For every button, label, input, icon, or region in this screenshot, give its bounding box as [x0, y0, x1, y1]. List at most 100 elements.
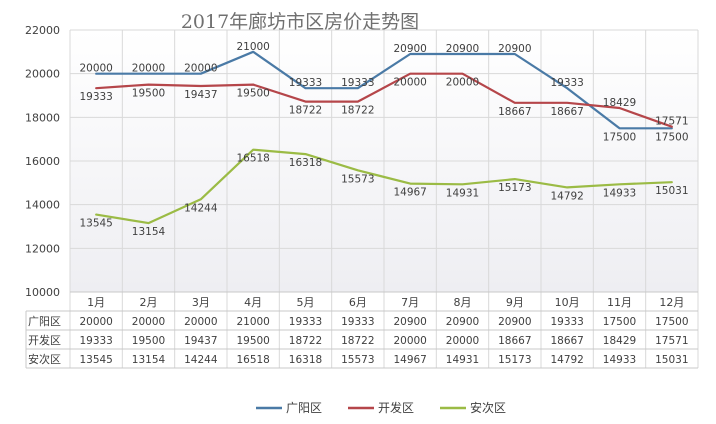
x-tick-label: 9月 [506, 296, 524, 309]
table-cell: 19333 [341, 316, 374, 328]
table-cell: 20900 [446, 316, 479, 328]
table-cell: 15573 [341, 354, 374, 366]
x-tick-label: 5月 [297, 296, 315, 309]
table-cell: 19333 [289, 316, 322, 328]
data-label: 20000 [79, 63, 112, 75]
data-label: 20000 [393, 77, 426, 89]
table-cell: 19437 [184, 335, 217, 347]
data-label: 20900 [498, 43, 531, 55]
table-cell: 20000 [393, 335, 426, 347]
legend: 广阳区 开发区 安次区 [256, 400, 506, 415]
y-tick-label: 22000 [25, 24, 60, 37]
series-line [95, 72, 673, 128]
table-cell: 14933 [603, 354, 636, 366]
data-label: 14933 [603, 187, 636, 199]
data-label: 14792 [550, 190, 583, 202]
data-label: 14931 [446, 187, 479, 199]
data-label: 20000 [446, 77, 479, 89]
data-label: 20900 [446, 43, 479, 55]
legend-label: 安次区 [470, 400, 506, 415]
data-label: 19333 [341, 77, 374, 89]
data-label: 15031 [655, 185, 688, 197]
table-cell: 17500 [603, 316, 636, 328]
data-label: 18722 [289, 105, 322, 117]
y-tick-label: 16000 [25, 155, 60, 168]
table-cell: 15173 [498, 354, 531, 366]
x-tick-label: 8月 [454, 296, 472, 309]
x-tick-label: 7月 [401, 296, 419, 309]
table-cell: 17500 [655, 316, 688, 328]
data-label: 18429 [603, 97, 636, 109]
table-cell: 18722 [341, 335, 374, 347]
chart-title: 2017年廊坊市区房价走势图 [181, 11, 419, 33]
table-cell: 20900 [393, 316, 426, 328]
data-label: 19333 [289, 77, 322, 89]
y-tick-label: 12000 [25, 242, 60, 255]
data-label: 15173 [498, 182, 531, 194]
x-tick-label: 6月 [349, 296, 367, 309]
table-row-header: 广阳区 [28, 315, 61, 328]
data-label: 20900 [393, 43, 426, 55]
table-cell: 20000 [79, 316, 112, 328]
x-tick-label: 12月 [659, 296, 684, 309]
y-axis-ticks: 10000 12000 14000 16000 18000 20000 22000 [25, 24, 60, 299]
x-tick-label: 10月 [555, 296, 580, 309]
table-cell: 18429 [603, 335, 636, 347]
data-label: 19500 [236, 88, 269, 100]
table-cell: 19500 [236, 335, 269, 347]
y-tick-label: 10000 [25, 286, 60, 299]
data-labels: 20000 20000 20000 21000 19333 19333 20900 20900… [79, 41, 688, 238]
data-label: 18722 [341, 105, 374, 117]
series-line [95, 50, 673, 130]
series-lines [95, 50, 673, 225]
data-label: 19437 [184, 89, 217, 101]
data-label: 19500 [132, 88, 165, 100]
table-cell: 14931 [446, 354, 479, 366]
table-cell: 18667 [498, 335, 531, 347]
table-cell: 20000 [184, 316, 217, 328]
table-cell: 20000 [132, 316, 165, 328]
data-label: 19333 [79, 91, 112, 103]
table-cell: 14792 [550, 354, 583, 366]
data-label: 20000 [184, 63, 217, 75]
data-label: 13545 [79, 218, 112, 230]
data-label: 15573 [341, 173, 374, 185]
table-cell: 14967 [393, 354, 426, 366]
data-label: 16318 [289, 157, 322, 169]
table-cell: 14244 [184, 354, 218, 366]
table-cell: 20900 [498, 316, 531, 328]
table-row-header: 开发区 [28, 333, 61, 347]
table-cell: 13154 [132, 354, 166, 366]
x-tick-label: 2月 [140, 296, 158, 309]
data-label: 16518 [236, 153, 269, 165]
table-cell: 18722 [289, 335, 322, 347]
data-label: 17500 [655, 131, 688, 143]
x-tick-label: 3月 [192, 296, 210, 309]
y-tick-label: 18000 [25, 111, 60, 124]
data-label: 13154 [132, 226, 166, 238]
legend-label: 广阳区 [286, 401, 322, 415]
y-tick-label: 14000 [25, 199, 60, 212]
table-cell: 21000 [236, 316, 269, 328]
table-cell: 13545 [79, 354, 112, 366]
table-cell: 17571 [655, 335, 688, 347]
table-cell: 19333 [550, 316, 583, 328]
table-cell: 16518 [236, 354, 269, 366]
data-label: 14967 [393, 187, 426, 199]
data-label: 17500 [603, 131, 636, 143]
data-label: 18667 [550, 106, 583, 118]
series-line [95, 148, 673, 225]
x-tick-label: 1月 [87, 296, 105, 309]
data-label: 21000 [236, 41, 269, 53]
data-label: 18667 [498, 106, 531, 118]
data-label: 14244 [184, 202, 218, 214]
x-tick-label: 11月 [607, 296, 632, 309]
y-tick-label: 20000 [25, 68, 60, 81]
data-label: 20000 [132, 63, 165, 75]
table-row-header: 安次区 [28, 352, 61, 366]
table-cell: 16318 [289, 354, 322, 366]
table-cell: 19333 [79, 335, 112, 347]
table-cell: 20000 [446, 335, 479, 347]
